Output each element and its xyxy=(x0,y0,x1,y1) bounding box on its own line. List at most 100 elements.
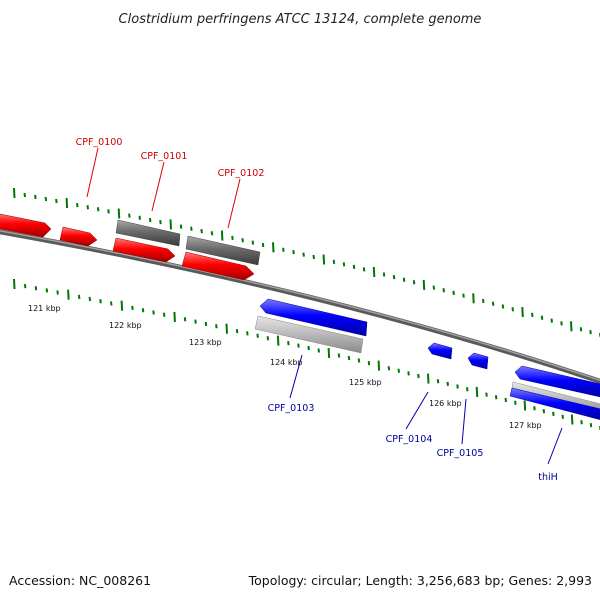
feature-forward-grey-2[interactable] xyxy=(185,235,261,266)
tick-outer-8 xyxy=(96,207,100,212)
tick-outer-23 xyxy=(251,240,255,245)
tick-outer-10 xyxy=(117,208,121,219)
gene-label-cpf0105[interactable]: CPF_0105 xyxy=(437,448,484,459)
gene-label-cpf0103[interactable]: CPF_0103 xyxy=(268,403,315,414)
tick-outer-20 xyxy=(220,230,224,241)
feature-reverse-grey-1[interactable] xyxy=(254,315,364,354)
tick-outer-0 xyxy=(13,187,16,199)
tick-inner-23 xyxy=(256,333,259,338)
tick-outer-18 xyxy=(200,228,203,234)
gene-label-thih[interactable]: thiH xyxy=(538,472,558,483)
tick-inner-34 xyxy=(367,360,371,366)
tick-inner-54 xyxy=(561,414,564,419)
tick-inner-49 xyxy=(514,400,517,405)
tick-outer-56 xyxy=(579,327,583,332)
tick-inner-38 xyxy=(407,371,410,376)
tick-inner-52 xyxy=(542,408,546,414)
gene-arrow-cpf0105[interactable] xyxy=(467,352,489,370)
tick-inner-20 xyxy=(225,323,228,334)
tick-inner-33 xyxy=(357,358,361,363)
tick-outer-49 xyxy=(511,307,514,312)
tick-outer-33 xyxy=(352,264,356,270)
tick-outer-5 xyxy=(65,197,69,209)
tick-outer-52 xyxy=(540,315,544,320)
tick-inner-5 xyxy=(67,289,70,300)
tick-outer-34 xyxy=(362,267,366,272)
tick-outer-15 xyxy=(169,219,172,230)
map-title: Clostridium perfringens ATCC 13124, comp… xyxy=(119,12,482,27)
tick-outer-47 xyxy=(491,301,495,306)
gene-arrow-cpf0103[interactable] xyxy=(259,298,368,337)
tick-outer-26 xyxy=(282,247,285,252)
tick-outer-55 xyxy=(570,321,573,332)
tick-outer-1 xyxy=(23,192,26,198)
gene-arrow-thih[interactable] xyxy=(514,365,600,398)
gene-label-cpf0102[interactable]: CPF_0102 xyxy=(218,168,265,179)
tick-inner-27 xyxy=(297,343,300,348)
tick-inner-10 xyxy=(120,300,124,311)
tick-inner-36 xyxy=(387,366,391,371)
gene-arrow-reverse-edge[interactable] xyxy=(509,387,600,421)
tick-outer-53 xyxy=(550,318,553,323)
tick-outer-46 xyxy=(482,298,485,304)
tick-outer-14 xyxy=(159,219,162,225)
callout-line-cpf0105 xyxy=(461,398,467,445)
tick-outer-21 xyxy=(231,235,234,241)
tick-inner-28 xyxy=(307,345,310,351)
kbp-label-123: 123 kbp xyxy=(189,338,222,347)
tick-inner-51 xyxy=(533,406,536,411)
genome-summary-text: Topology: circular; Length: 3,256,683 bp… xyxy=(248,573,592,588)
tick-outer-50 xyxy=(521,307,524,318)
tick-inner-26 xyxy=(287,340,290,346)
tick-inner-13 xyxy=(152,310,155,315)
gene-arrow-cpf0100[interactable] xyxy=(59,226,98,247)
tick-outer-9 xyxy=(107,209,110,214)
tick-outer-48 xyxy=(501,304,505,309)
tick-outer-28 xyxy=(302,252,305,257)
feature-forward-grey-1[interactable] xyxy=(115,219,181,247)
tick-inner-30 xyxy=(327,347,331,359)
gene-arrow-cpf0102[interactable] xyxy=(181,251,255,281)
kbp-label-124: 124 kbp xyxy=(270,358,303,367)
tick-inner-14 xyxy=(162,312,166,317)
tick-inner-6 xyxy=(77,294,81,300)
tick-outer-40 xyxy=(422,279,426,290)
tick-inner-55 xyxy=(570,414,574,425)
tick-outer-24 xyxy=(261,242,265,248)
tick-inner-39 xyxy=(417,373,420,379)
tick-inner-8 xyxy=(99,299,102,304)
tick-inner-9 xyxy=(110,301,113,306)
tick-inner-16 xyxy=(183,317,187,322)
tick-outer-44 xyxy=(462,293,465,298)
tick-outer-54 xyxy=(560,321,563,326)
tick-inner-41 xyxy=(436,379,440,384)
tick-outer-6 xyxy=(76,202,79,208)
tick-outer-39 xyxy=(412,280,416,285)
tick-outer-2 xyxy=(34,194,37,200)
gene-label-cpf0100[interactable]: CPF_0100 xyxy=(76,137,123,148)
tick-inner-40 xyxy=(427,373,430,384)
tick-outer-25 xyxy=(272,242,275,253)
tick-outer-3 xyxy=(44,196,48,202)
tick-outer-7 xyxy=(86,205,89,210)
gene-arrow-cpf0104[interactable] xyxy=(427,342,453,360)
gene-arrow-cpf0101[interactable] xyxy=(112,237,176,263)
tick-inner-48 xyxy=(504,397,507,403)
gene-arrow-cpf0100-left[interactable] xyxy=(0,213,52,238)
accession-text: Accession: NC_008261 xyxy=(9,573,152,588)
tick-outer-29 xyxy=(312,254,315,260)
scale-labels: 121 kbp 122 kbp 123 kbp 124 kbp 125 kbp … xyxy=(28,304,542,430)
tick-outer-51 xyxy=(531,312,534,318)
gene-label-cpf0104[interactable]: CPF_0104 xyxy=(386,434,433,445)
tick-inner-56 xyxy=(580,420,583,425)
tick-inner-25 xyxy=(276,335,280,346)
gene-label-cpf0101[interactable]: CPF_0101 xyxy=(141,151,188,162)
kbp-label-125: 125 kbp xyxy=(349,378,382,387)
tick-outer-30 xyxy=(322,254,326,265)
tick-inner-3 xyxy=(45,288,49,293)
kbp-label-126: 126 kbp xyxy=(429,399,462,408)
tick-outer-45 xyxy=(472,293,475,304)
tick-outer-38 xyxy=(402,277,406,282)
tick-inner-11 xyxy=(131,305,134,311)
